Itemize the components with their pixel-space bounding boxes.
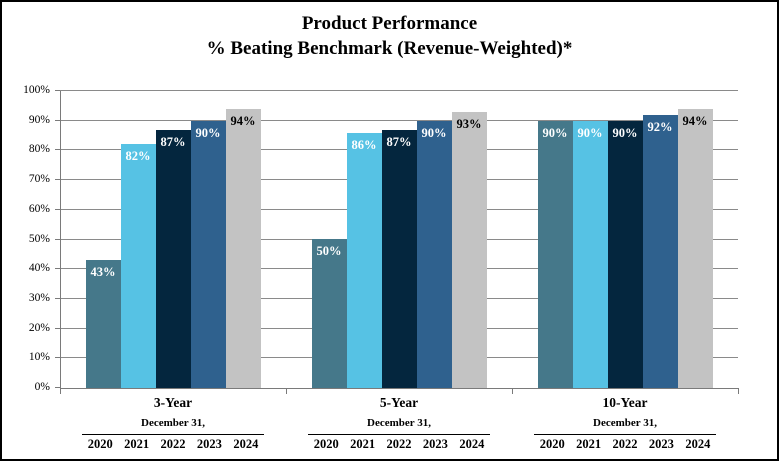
bar-2020-5-year: 50%: [311, 239, 347, 388]
group-sub-label: December 31,: [367, 417, 431, 429]
chart-title-line-1: Product Performance: [301, 13, 478, 34]
bar-2023-5-year: 90%: [416, 121, 452, 388]
bar-value-label: 82%: [125, 149, 151, 163]
bar-2021-10-year: 90%: [572, 121, 608, 388]
y-axis-line: [60, 91, 61, 389]
year-tick-label: 2020: [539, 437, 565, 451]
years-row: 2020 2021 2022 2023 2024: [82, 434, 264, 452]
bar-2020-10-year: 90%: [537, 121, 573, 388]
y-axis-tick-mark: [55, 387, 60, 388]
bar-value-label: 43%: [90, 265, 116, 279]
x-axis-line: [60, 388, 739, 389]
year-tick-label: 2021: [576, 437, 602, 451]
x-axis-tick-mark: [60, 389, 61, 394]
chart-title-line-2: % Beating Benchmark (Revenue-Weighted)*: [206, 38, 573, 59]
y-axis-tick-mark: [55, 119, 60, 121]
y-axis-tick-label: 10%: [28, 351, 50, 364]
group-sub-label: December 31,: [141, 417, 205, 429]
bar-group-10-year: 90% 90% 90% 92% 94%: [512, 91, 738, 388]
year-tick-label: 2023: [196, 437, 222, 451]
y-axis-tick-mark: [55, 327, 60, 329]
bar-value-label: 86%: [351, 138, 377, 152]
bar-2023-10-year: 92%: [642, 115, 678, 388]
bar-group-5-year: 50% 86% 87% 90% 93%: [286, 91, 512, 388]
group-label: 10-Year: [602, 395, 648, 410]
bar-2024-3-year: 94%: [225, 109, 261, 388]
y-axis-tick-label: 20%: [28, 321, 50, 334]
y-axis-tick-mark: [55, 149, 60, 151]
bar-2021-3-year: 82%: [120, 144, 156, 388]
year-tick-label: 2020: [87, 437, 113, 451]
years-row: 2020 2021 2022 2023 2024: [308, 434, 490, 452]
gridline-90%: [60, 119, 738, 121]
bar-value-label: 90%: [195, 126, 221, 140]
bar-2024-10-year: 94%: [677, 109, 713, 388]
bar-2020-3-year: 43%: [85, 260, 121, 388]
year-tick-label: 2024: [685, 437, 711, 451]
bar-value-label: 92%: [647, 120, 673, 134]
bar-value-label: 87%: [386, 135, 412, 149]
bar-value-label: 87%: [160, 135, 186, 149]
y-axis-tick-label: 0%: [34, 381, 50, 393]
group-footer-10-year: 10-Year December 31, 2020 2021 2022 2023 2024: [512, 394, 738, 452]
bar-value-label: 90%: [421, 126, 447, 140]
x-axis-tick-mark: [512, 389, 513, 394]
bar-value-label: 93%: [456, 117, 482, 131]
bar-2022-3-year: 87%: [155, 130, 191, 388]
bar-2022-5-year: 87%: [381, 130, 417, 388]
bar-value-label: 94%: [682, 114, 708, 128]
y-axis-tick-label: 60%: [28, 202, 50, 215]
gridline-100%: [60, 90, 738, 91]
year-tick-label: 2021: [124, 437, 150, 451]
y-axis-tick-label: 80%: [28, 143, 50, 156]
bar-group-3-year: 43% 82% 87% 90% 94%: [60, 91, 286, 388]
plot-area: 43% 82% 87% 90% 94% 50% 86% 87% 90% 93% 90% 90% 90% 9…: [60, 90, 738, 388]
bar-value-label: 94%: [230, 114, 256, 128]
bar-value-label: 90%: [577, 126, 603, 140]
bar-value-label: 90%: [612, 126, 638, 140]
y-axis-tick-mark: [55, 90, 60, 91]
group-footer-3-year: 3-Year December 31, 2020 2021 2022 2023 2024: [60, 394, 286, 452]
years-row: 2020 2021 2022 2023 2024: [534, 434, 716, 452]
bar-2022-10-year: 90%: [607, 121, 643, 388]
y-axis-tick-label: 40%: [28, 262, 50, 275]
y-axis-tick-label: 70%: [28, 173, 50, 186]
y-axis-tick-mark: [55, 208, 60, 210]
group-label: 5-Year: [379, 395, 419, 410]
y-axis-tick-label: 30%: [28, 291, 50, 304]
y-axis-tick-label: 50%: [28, 232, 50, 245]
x-axis-tick-mark: [738, 389, 739, 394]
group-sub-label: December 31,: [593, 417, 657, 429]
group-label: 3-Year: [153, 395, 193, 410]
chart-title: Product Performance % Beating Benchmark …: [2, 11, 777, 61]
x-axis-tick-mark: [286, 389, 287, 394]
y-axis-tick-mark: [55, 238, 60, 240]
bar-value-label: 90%: [542, 126, 568, 140]
y-axis-tick-mark: [55, 268, 60, 270]
year-tick-label: 2024: [459, 437, 485, 451]
year-tick-label: 2022: [160, 437, 186, 451]
bar-value-label: 50%: [316, 244, 342, 258]
year-tick-label: 2024: [233, 437, 259, 451]
y-axis-tick-label: 90%: [28, 113, 50, 126]
bar-2024-5-year: 93%: [451, 112, 487, 388]
group-footer-5-year: 5-Year December 31, 2020 2021 2022 2023 2024: [286, 394, 512, 452]
year-tick-label: 2021: [350, 437, 376, 451]
bar-2021-5-year: 86%: [346, 133, 382, 388]
y-axis-tick-mark: [55, 179, 60, 181]
year-tick-label: 2020: [313, 437, 339, 451]
bar-2023-3-year: 90%: [190, 121, 226, 388]
y-axis-tick-label: 100%: [23, 84, 50, 96]
year-tick-label: 2023: [422, 437, 448, 451]
year-tick-label: 2022: [612, 437, 638, 451]
year-tick-label: 2023: [648, 437, 674, 451]
year-tick-label: 2022: [386, 437, 412, 451]
y-axis-tick-mark: [55, 297, 60, 299]
y-axis-tick-mark: [55, 357, 60, 359]
